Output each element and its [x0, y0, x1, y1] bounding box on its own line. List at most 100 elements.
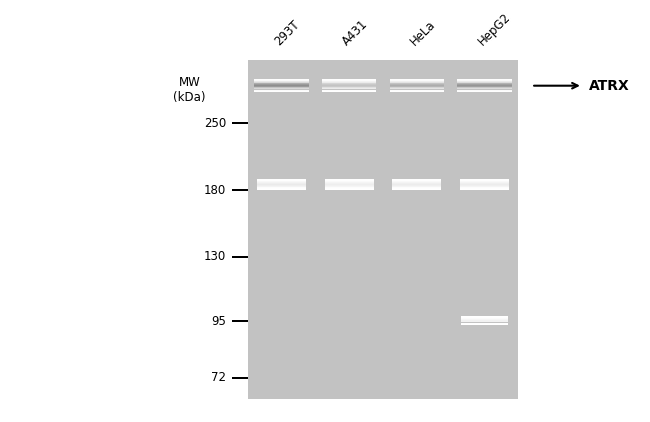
Bar [458, 81, 512, 82]
Bar [460, 182, 509, 183]
Bar [390, 79, 444, 80]
Bar [254, 91, 309, 92]
Bar [254, 85, 309, 86]
Text: HepG2: HepG2 [475, 10, 513, 48]
Bar [460, 188, 509, 189]
Bar [325, 186, 374, 187]
Bar [254, 82, 309, 83]
Bar [460, 183, 509, 184]
Text: 250: 250 [204, 116, 226, 130]
Bar [322, 86, 376, 87]
Bar [254, 78, 309, 79]
Bar [322, 78, 376, 79]
Bar [393, 181, 441, 182]
Text: ATRX: ATRX [589, 78, 630, 93]
Text: 180: 180 [204, 184, 226, 197]
Bar [462, 318, 508, 319]
Bar [322, 80, 376, 81]
Bar [254, 84, 309, 85]
Bar [393, 185, 441, 186]
Bar [458, 84, 512, 85]
Bar [460, 179, 509, 180]
Bar [322, 81, 376, 82]
Bar [325, 181, 374, 182]
Bar [231, 320, 248, 322]
Bar [458, 87, 512, 88]
Bar [393, 179, 441, 180]
Bar [231, 377, 248, 379]
Bar [322, 87, 376, 88]
Bar [231, 122, 248, 124]
Bar [462, 316, 508, 317]
Bar [325, 182, 374, 183]
Bar [460, 186, 509, 187]
Bar [460, 180, 509, 181]
Bar [325, 187, 374, 188]
Bar [322, 89, 376, 90]
Bar [462, 319, 508, 320]
Bar [390, 91, 444, 92]
Bar [257, 185, 306, 186]
Bar [257, 181, 306, 182]
Bar [322, 83, 376, 84]
Bar [458, 88, 512, 89]
Bar [390, 90, 444, 91]
Bar [254, 86, 309, 87]
Text: 95: 95 [211, 315, 226, 327]
Bar [460, 184, 509, 185]
Bar [322, 91, 376, 92]
Bar [458, 82, 512, 83]
Bar [458, 80, 512, 81]
Bar [257, 179, 306, 180]
Bar [257, 188, 306, 189]
Bar [325, 179, 374, 180]
Text: MW
(kDa): MW (kDa) [174, 76, 206, 104]
Bar [322, 88, 376, 89]
Bar [390, 86, 444, 87]
Bar [458, 89, 512, 90]
Bar [390, 84, 444, 85]
Bar [257, 180, 306, 181]
Bar [460, 185, 509, 186]
Bar [257, 183, 306, 184]
Bar [231, 189, 248, 191]
Bar [325, 188, 374, 189]
Bar [390, 89, 444, 90]
Bar [390, 81, 444, 82]
Bar [390, 88, 444, 89]
Bar [322, 82, 376, 83]
Bar [325, 185, 374, 186]
Bar [458, 78, 512, 79]
Bar [257, 187, 306, 188]
Bar [322, 84, 376, 85]
Bar [462, 317, 508, 318]
Bar [460, 187, 509, 188]
Bar [254, 88, 309, 89]
Bar [458, 91, 512, 92]
Bar [254, 80, 309, 81]
Bar [393, 182, 441, 183]
Bar [257, 182, 306, 183]
Bar [254, 81, 309, 82]
Bar [458, 90, 512, 91]
Bar [390, 78, 444, 79]
Bar [254, 90, 309, 91]
Bar [460, 181, 509, 182]
Text: 72: 72 [211, 371, 226, 384]
Bar [254, 89, 309, 90]
Bar [257, 184, 306, 185]
Bar [458, 79, 512, 80]
Bar [462, 320, 508, 321]
Bar [231, 256, 248, 258]
Bar [458, 86, 512, 87]
Bar [458, 85, 512, 86]
Bar [254, 83, 309, 84]
Text: 130: 130 [204, 250, 226, 263]
Text: 293T: 293T [272, 18, 302, 48]
Bar [254, 87, 309, 88]
Bar [458, 83, 512, 84]
Bar [393, 186, 441, 187]
Bar [390, 82, 444, 83]
Bar [325, 184, 374, 185]
Bar [248, 60, 518, 399]
